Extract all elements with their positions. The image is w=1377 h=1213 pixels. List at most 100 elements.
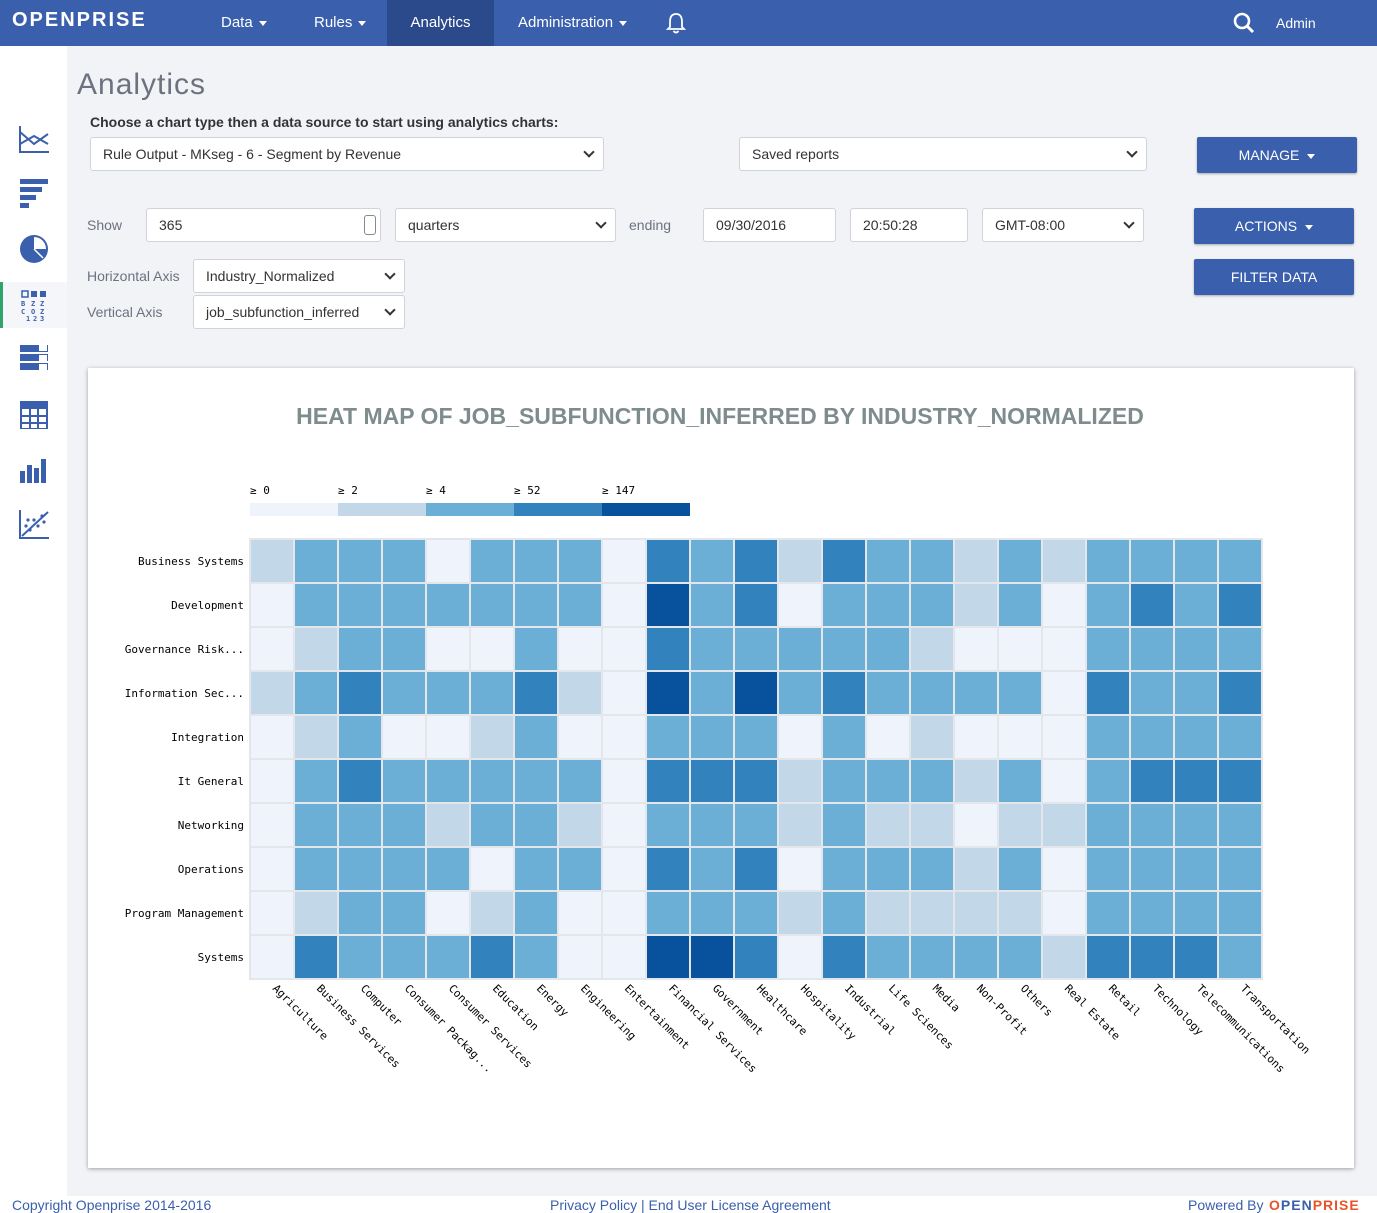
heat-map-cell[interactable] <box>953 802 999 848</box>
heat-map-cell[interactable] <box>337 890 383 936</box>
heat-map-cell[interactable] <box>1173 890 1219 936</box>
heat-map-cell[interactable] <box>909 582 955 628</box>
heat-map-cell[interactable] <box>469 626 515 672</box>
end-time-input[interactable]: 20:50:28 <box>850 208 968 242</box>
heat-map-cell[interactable] <box>293 582 339 628</box>
heat-map-cell[interactable] <box>293 846 339 892</box>
heat-map-cell[interactable] <box>601 714 647 760</box>
heat-map-cell[interactable] <box>689 626 735 672</box>
heat-map-cell[interactable] <box>821 802 867 848</box>
heat-map-cell[interactable] <box>1129 714 1175 760</box>
heat-map-cell[interactable] <box>997 758 1043 804</box>
heat-map-cell[interactable] <box>469 934 515 980</box>
heat-map-cell[interactable] <box>381 934 427 980</box>
heat-map-cell[interactable] <box>1217 758 1263 804</box>
heat-map-cell[interactable] <box>601 758 647 804</box>
heat-map-cell[interactable] <box>469 582 515 628</box>
heat-map-cell[interactable] <box>777 626 823 672</box>
heat-map-cell[interactable] <box>1041 758 1087 804</box>
heat-map-cell[interactable] <box>337 582 383 628</box>
heat-map-cell[interactable] <box>513 538 559 584</box>
nav-data[interactable]: Data <box>199 0 289 46</box>
heat-map-cell[interactable] <box>689 582 735 628</box>
heat-map-cell[interactable] <box>425 582 471 628</box>
user-menu[interactable]: Admin Demo <box>1254 0 1377 77</box>
heat-map-cell[interactable] <box>1217 538 1263 584</box>
heat-map-cell[interactable] <box>1041 670 1087 716</box>
heat-map-cell[interactable] <box>249 890 295 936</box>
heat-map-cell[interactable] <box>1041 582 1087 628</box>
heat-map-cell[interactable] <box>1129 846 1175 892</box>
heat-map-cell[interactable] <box>821 758 867 804</box>
heat-map-cell[interactable] <box>997 714 1043 760</box>
heat-map-cell[interactable] <box>293 890 339 936</box>
heat-map-cell[interactable] <box>337 934 383 980</box>
heat-map-cell[interactable] <box>425 802 471 848</box>
heat-map-cell[interactable] <box>997 582 1043 628</box>
heat-map-cell[interactable] <box>1085 626 1131 672</box>
heat-map-cell[interactable] <box>425 846 471 892</box>
heat-map-cell[interactable] <box>249 802 295 848</box>
heat-map-cell[interactable] <box>601 626 647 672</box>
heat-map-cell[interactable] <box>821 934 867 980</box>
heat-map-cell[interactable] <box>1217 714 1263 760</box>
heat-map-cell[interactable] <box>1173 846 1219 892</box>
heat-map-cell[interactable] <box>1041 714 1087 760</box>
scatter-plot-icon[interactable] <box>0 501 67 547</box>
heat-map-cell[interactable] <box>249 670 295 716</box>
heat-map-cell[interactable] <box>689 890 735 936</box>
heat-map-cell[interactable] <box>865 626 911 672</box>
heat-map-cell[interactable] <box>337 626 383 672</box>
heat-map-cell[interactable] <box>865 758 911 804</box>
heat-map-cell[interactable] <box>601 582 647 628</box>
heat-map-cell[interactable] <box>601 802 647 848</box>
heat-map-cell[interactable] <box>997 846 1043 892</box>
heat-map-cell[interactable] <box>425 890 471 936</box>
heat-map-cell[interactable] <box>1217 890 1263 936</box>
heat-map-cell[interactable] <box>821 714 867 760</box>
heat-map-cell[interactable] <box>1173 670 1219 716</box>
heat-map-cell[interactable] <box>381 714 427 760</box>
heat-map-cell[interactable] <box>953 714 999 760</box>
footer-links[interactable]: Privacy Policy | End User License Agreem… <box>550 1197 831 1213</box>
heat-map-cell[interactable] <box>865 846 911 892</box>
vertical-axis-select[interactable]: job_subfunction_inferred <box>193 295 405 329</box>
heat-map-cell[interactable] <box>865 802 911 848</box>
heat-map-cell[interactable] <box>381 538 427 584</box>
heat-map-cell[interactable] <box>337 714 383 760</box>
heat-map-cell[interactable] <box>865 714 911 760</box>
heat-map-cell[interactable] <box>1173 582 1219 628</box>
heat-map-cell[interactable] <box>381 890 427 936</box>
heat-map-cell[interactable] <box>1217 934 1263 980</box>
heat-map-cell[interactable] <box>953 626 999 672</box>
heat-map-cell[interactable] <box>865 582 911 628</box>
nav-administration[interactable]: Administration <box>496 0 649 46</box>
heat-map-cell[interactable] <box>1085 714 1131 760</box>
heat-map-cell[interactable] <box>1041 890 1087 936</box>
heat-map-cell[interactable] <box>733 538 779 584</box>
heat-map-cell[interactable] <box>381 846 427 892</box>
stepper-icon[interactable] <box>364 215 376 235</box>
heat-map-cell[interactable] <box>469 714 515 760</box>
heat-map-cell[interactable] <box>469 846 515 892</box>
heat-map-cell[interactable] <box>733 802 779 848</box>
heat-map-cell[interactable] <box>733 758 779 804</box>
heat-map-cell[interactable] <box>1129 626 1175 672</box>
heat-map-cell[interactable] <box>513 846 559 892</box>
heat-map-cell[interactable] <box>557 582 603 628</box>
calendar-grid-icon[interactable] <box>0 392 67 438</box>
heat-map-cell[interactable] <box>425 670 471 716</box>
heat-map-cell[interactable] <box>1217 670 1263 716</box>
heat-map-cell[interactable] <box>469 890 515 936</box>
heat-map-cell[interactable] <box>249 538 295 584</box>
heat-map-cell[interactable] <box>557 626 603 672</box>
pie-chart-icon[interactable] <box>0 226 67 272</box>
heat-map-cell[interactable] <box>1173 802 1219 848</box>
heat-map-cell[interactable] <box>777 670 823 716</box>
heat-map-cell[interactable] <box>557 802 603 848</box>
heat-map-cell[interactable] <box>513 626 559 672</box>
heat-map-cell[interactable] <box>645 846 691 892</box>
heat-map-cell[interactable] <box>997 802 1043 848</box>
heat-map-cell[interactable] <box>557 846 603 892</box>
